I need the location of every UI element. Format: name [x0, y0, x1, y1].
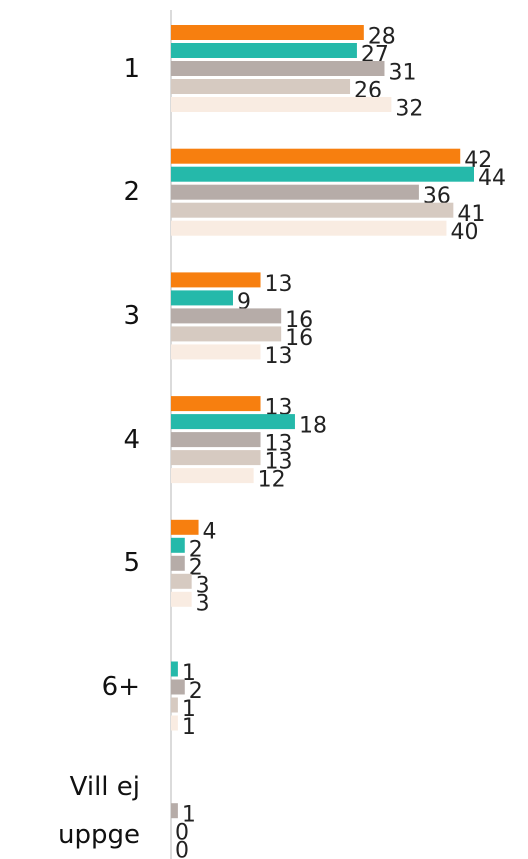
- value-label: 3: [196, 591, 210, 616]
- bar: [171, 537, 185, 553]
- value-label: 13: [265, 272, 293, 297]
- value-label: 1: [182, 697, 196, 722]
- value-label: 28: [368, 25, 396, 50]
- value-label: 0: [175, 839, 189, 859]
- bar: [171, 25, 364, 40]
- bar: [171, 697, 178, 713]
- bar: [171, 414, 295, 430]
- value-label: 40: [450, 220, 478, 245]
- value-label: 2: [189, 679, 203, 704]
- bar: [171, 679, 185, 695]
- value-label: 0: [175, 821, 189, 846]
- value-label: 13: [265, 344, 293, 369]
- value-label: 31: [388, 61, 416, 86]
- category-label: 3: [123, 300, 140, 331]
- bar: [171, 184, 419, 200]
- value-label: 1: [182, 661, 196, 686]
- bar: [171, 148, 461, 164]
- bar: [171, 573, 192, 589]
- value-label: 2: [189, 537, 203, 562]
- bar: [171, 97, 392, 112]
- bar: [171, 272, 261, 288]
- value-label: 1: [182, 803, 196, 828]
- value-label: 18: [299, 414, 327, 439]
- bar: [171, 396, 261, 412]
- bar: [171, 803, 178, 819]
- category-label: 4: [123, 424, 140, 455]
- category-label: 6+: [101, 672, 140, 702]
- value-label: 13: [265, 432, 293, 457]
- bar: [171, 220, 447, 236]
- bar: [171, 519, 199, 535]
- value-label: 3: [196, 573, 210, 598]
- bar: [171, 661, 178, 677]
- category-label: 1: [123, 53, 140, 84]
- category-label: Vill ej uppge: [58, 771, 140, 850]
- bar: [171, 308, 282, 324]
- value-label: 16: [285, 308, 313, 333]
- bar: [171, 326, 282, 342]
- value-label: 12: [258, 468, 286, 493]
- bar: [171, 715, 178, 731]
- bar: [171, 555, 185, 571]
- bar: [171, 43, 357, 58]
- bar: [171, 432, 261, 448]
- value-label: 41: [457, 202, 485, 227]
- bar: [171, 450, 261, 466]
- value-label: 4: [203, 519, 217, 544]
- value-label: 2: [189, 555, 203, 580]
- value-label: 32: [395, 97, 423, 122]
- bar: [171, 166, 474, 182]
- bar: [171, 290, 233, 306]
- bar: [171, 344, 261, 360]
- value-label: 13: [265, 450, 293, 475]
- bar: [171, 591, 192, 607]
- category-label: 5: [123, 548, 140, 579]
- bar: [171, 468, 254, 484]
- bar: [171, 61, 385, 76]
- value-label: 1: [182, 715, 196, 740]
- value-label: 44: [478, 166, 506, 191]
- bar: [171, 79, 351, 94]
- value-label: 16: [285, 326, 313, 351]
- category-label: 2: [123, 177, 140, 208]
- bar: [171, 202, 454, 218]
